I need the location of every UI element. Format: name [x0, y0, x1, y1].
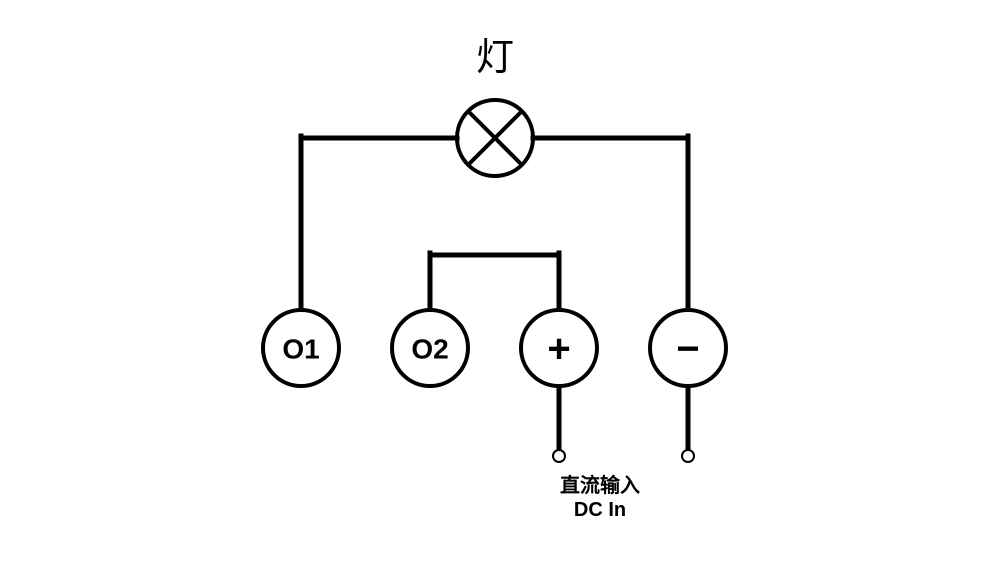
terminal-o2: O2 [392, 310, 468, 386]
terminal-minus-label: − [676, 327, 699, 371]
terminal-o2-label: O2 [411, 334, 448, 365]
lamp-symbol [457, 100, 533, 176]
terminals: O1 O2 + − [263, 310, 726, 386]
terminal-o1: O1 [263, 310, 339, 386]
dc-input-label-cn: 直流输入 [560, 473, 640, 497]
terminal-plus: + [521, 310, 597, 386]
terminal-minus: − [650, 310, 726, 386]
wires [301, 136, 688, 450]
lamp-title-label: 灯 [476, 37, 514, 79]
terminal-plus-label: + [547, 327, 570, 371]
dc-input-label-en: DC In [574, 499, 626, 521]
dc-input-terminals [553, 450, 694, 462]
terminal-o1-label: O1 [282, 334, 319, 365]
dc-minus-dot [682, 450, 694, 462]
dc-plus-dot [553, 450, 565, 462]
circuit-diagram: 灯 O1 O2 + − 直流输入 DC In [0, 0, 990, 569]
